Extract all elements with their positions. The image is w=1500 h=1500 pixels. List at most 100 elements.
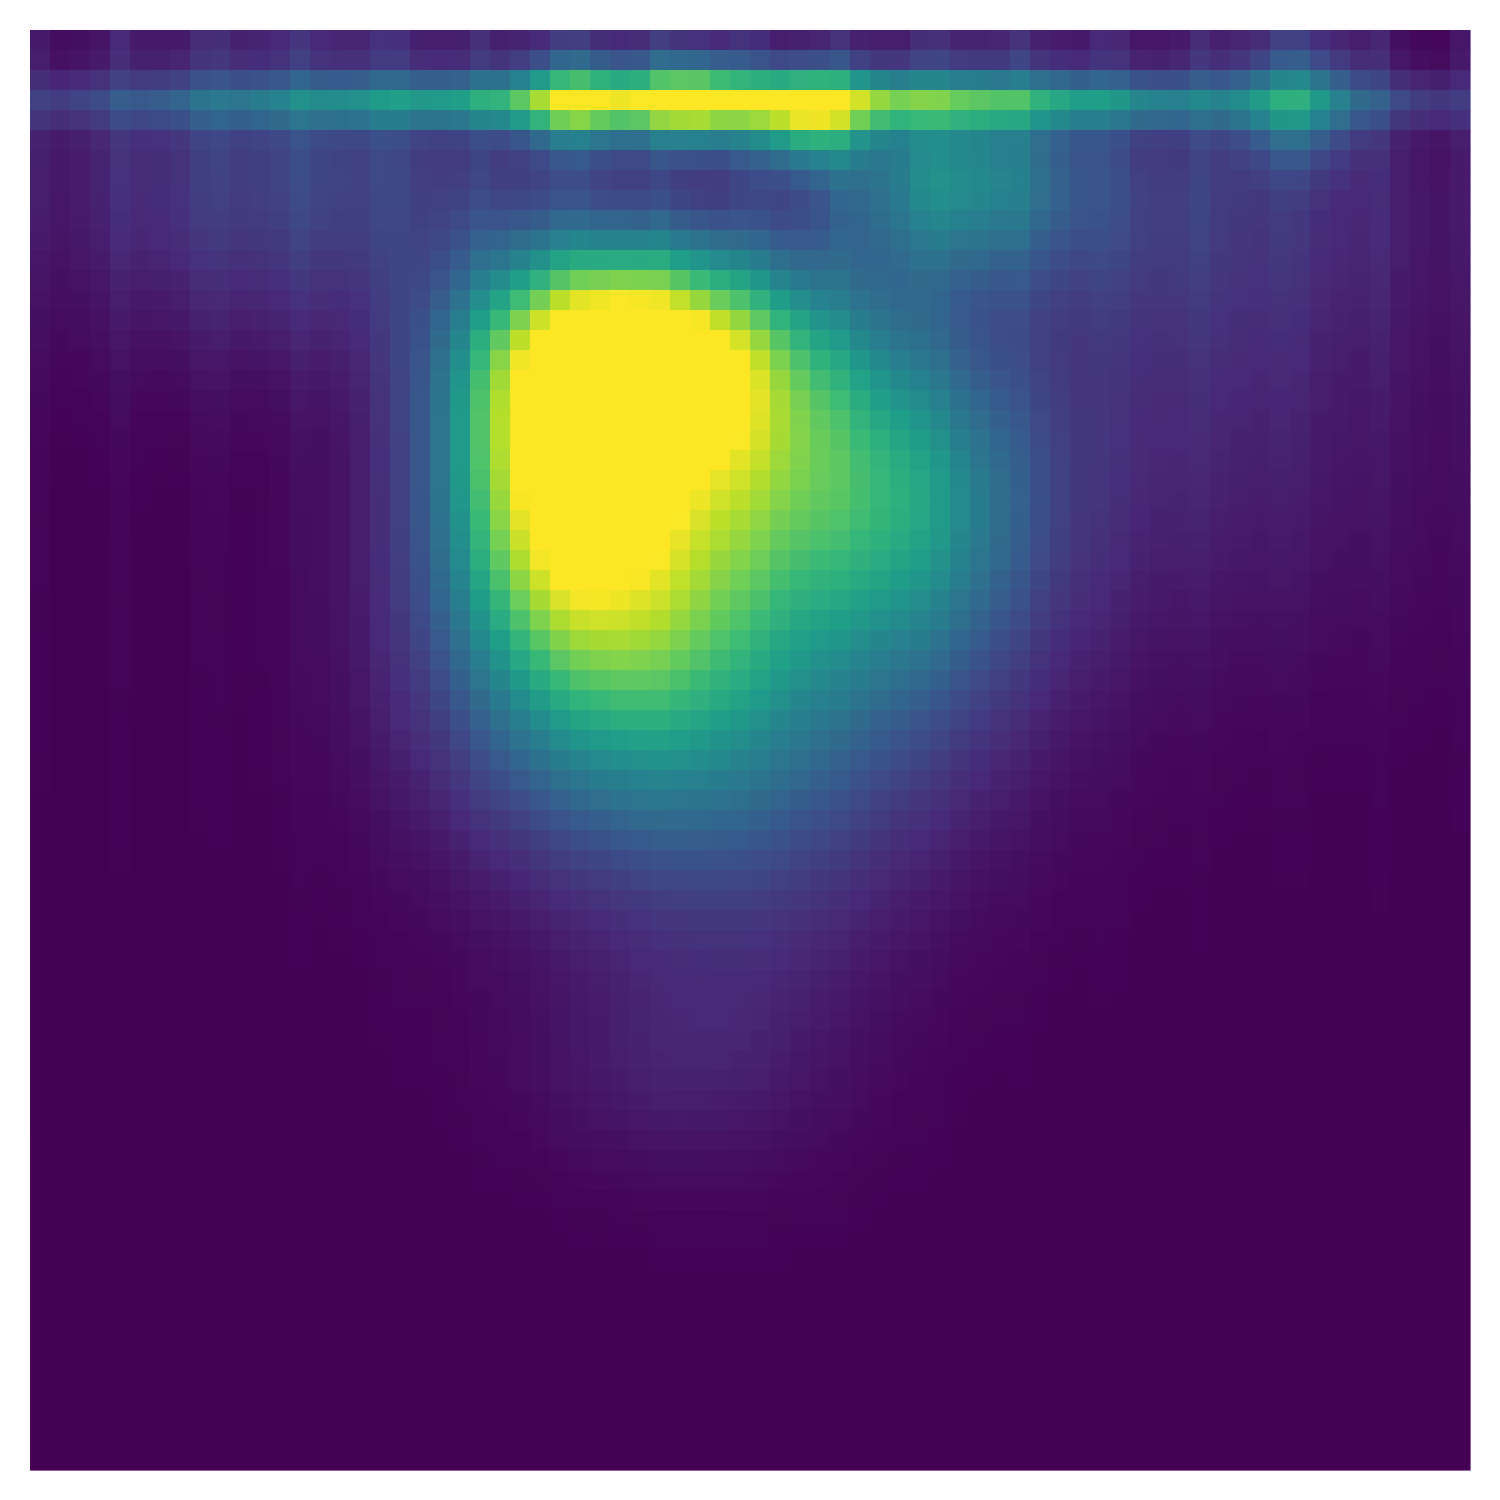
heatmap-cell xyxy=(930,770,951,791)
heatmap-cell xyxy=(550,610,571,631)
heatmap-cell xyxy=(1350,630,1371,651)
heatmap-cell xyxy=(190,510,211,531)
heatmap-cell xyxy=(1210,1390,1231,1411)
heatmap-cell xyxy=(1070,530,1091,551)
heatmap-cell xyxy=(110,130,131,151)
heatmap-cell xyxy=(1310,830,1331,851)
heatmap-cell xyxy=(1290,530,1311,551)
heatmap-cell xyxy=(750,670,771,691)
heatmap-cell xyxy=(330,1330,351,1351)
heatmap-cell xyxy=(370,350,391,371)
heatmap-cell xyxy=(770,990,791,1011)
heatmap-cell xyxy=(810,630,831,651)
heatmap-cell xyxy=(1330,130,1351,151)
heatmap-cell xyxy=(1270,110,1291,131)
heatmap-cell xyxy=(230,1370,251,1391)
heatmap-cell xyxy=(70,710,91,731)
heatmap-cell xyxy=(290,330,311,351)
heatmap-cell xyxy=(150,790,171,811)
heatmap-cell xyxy=(390,1310,411,1331)
heatmap-cell xyxy=(950,110,971,131)
heatmap-cell xyxy=(810,110,831,131)
heatmap-cell xyxy=(1150,710,1171,731)
heatmap-cell xyxy=(1210,1290,1231,1311)
heatmap-cell xyxy=(830,1370,851,1391)
heatmap-cell xyxy=(770,490,791,511)
heatmap-cell xyxy=(450,770,471,791)
heatmap-cell xyxy=(930,1370,951,1391)
heatmap-cell xyxy=(650,790,671,811)
heatmap-cell xyxy=(930,170,951,191)
heatmap-cell xyxy=(990,290,1011,311)
heatmap-cell xyxy=(1170,1250,1191,1271)
heatmap-cell xyxy=(1210,30,1231,51)
heatmap-cell xyxy=(450,250,471,271)
heatmap-cell xyxy=(170,1190,191,1211)
heatmap-cell xyxy=(410,1070,431,1091)
heatmap-cell xyxy=(770,770,791,791)
heatmap-cell xyxy=(1310,990,1331,1011)
heatmap-cell xyxy=(330,310,351,331)
heatmap-cell xyxy=(310,1170,331,1191)
heatmap-cell xyxy=(470,810,491,831)
heatmap-cell xyxy=(910,510,931,531)
heatmap-cell xyxy=(150,190,171,211)
heatmap-cell xyxy=(570,30,591,51)
heatmap-cell xyxy=(1210,470,1231,491)
heatmap-cell xyxy=(210,90,231,111)
heatmap-cell xyxy=(1150,190,1171,211)
heatmap-cell xyxy=(1350,150,1371,171)
heatmap-cell xyxy=(1130,250,1151,271)
heatmap-cell xyxy=(1030,350,1051,371)
heatmap-cell xyxy=(510,90,531,111)
heatmap-cell xyxy=(750,250,771,271)
heatmap-cell xyxy=(70,830,91,851)
heatmap-cell xyxy=(110,1110,131,1131)
heatmap-cell xyxy=(530,250,551,271)
heatmap-cell xyxy=(230,30,251,51)
heatmap-cell xyxy=(1430,1110,1451,1131)
heatmap-cell xyxy=(790,270,811,291)
heatmap-cell xyxy=(530,30,551,51)
heatmap-cell xyxy=(290,950,311,971)
heatmap-cell xyxy=(90,1250,111,1271)
heatmap-cell xyxy=(1190,630,1211,651)
heatmap-cell xyxy=(70,790,91,811)
heatmap-cell xyxy=(1390,310,1411,331)
heatmap-cell xyxy=(970,890,991,911)
heatmap-cell xyxy=(690,1130,711,1151)
heatmap-cell xyxy=(370,590,391,611)
heatmap-cell xyxy=(190,1270,211,1291)
heatmap-cell xyxy=(1070,810,1091,831)
heatmap-cell xyxy=(650,1250,671,1271)
heatmap-cell xyxy=(570,1150,591,1171)
heatmap-cell xyxy=(570,1210,591,1231)
heatmap-cell xyxy=(790,510,811,531)
heatmap-cell xyxy=(610,390,631,411)
heatmap-cell xyxy=(970,1330,991,1351)
heatmap-cell xyxy=(590,90,611,111)
heatmap-cell xyxy=(1150,490,1171,511)
heatmap-cell xyxy=(1450,750,1471,771)
heatmap-cell xyxy=(690,1170,711,1191)
heatmap-cell xyxy=(970,650,991,671)
heatmap-cell xyxy=(150,1010,171,1031)
heatmap-cell xyxy=(1190,50,1211,71)
heatmap-cell xyxy=(450,410,471,431)
heatmap-cell xyxy=(910,570,931,591)
heatmap-cell xyxy=(50,1090,71,1111)
heatmap-cell xyxy=(50,330,71,351)
heatmap-cell xyxy=(330,1090,351,1111)
heatmap-cell xyxy=(1390,870,1411,891)
heatmap-cell xyxy=(450,1070,471,1091)
heatmap-cell xyxy=(530,190,551,211)
heatmap-cell xyxy=(570,650,591,671)
heatmap-cell xyxy=(90,730,111,751)
heatmap-cell xyxy=(430,770,451,791)
heatmap-cell xyxy=(90,1390,111,1411)
heatmap-cell xyxy=(930,1290,951,1311)
heatmap-cell xyxy=(1390,410,1411,431)
heatmap-cell xyxy=(1130,930,1151,951)
heatmap-cell xyxy=(1390,30,1411,51)
heatmap-cell xyxy=(350,510,371,531)
